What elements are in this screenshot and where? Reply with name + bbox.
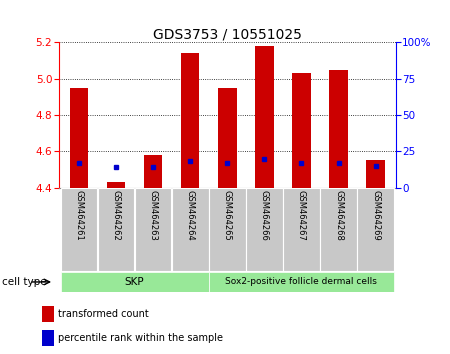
Bar [329, 70, 348, 188]
Text: cell type: cell type [2, 277, 47, 287]
Bar [70, 88, 88, 188]
Text: Sox2-positive follicle dermal cells: Sox2-positive follicle dermal cells [225, 278, 378, 286]
Bar [42, 330, 54, 346]
Text: GSM464266: GSM464266 [260, 190, 269, 241]
Text: transformed count: transformed count [58, 309, 149, 319]
Text: GSM464265: GSM464265 [223, 190, 232, 241]
Text: GSM464261: GSM464261 [74, 190, 83, 241]
Bar [61, 272, 208, 292]
Bar [283, 188, 320, 271]
Text: GSM464268: GSM464268 [334, 190, 343, 241]
Text: GSM464262: GSM464262 [112, 190, 121, 241]
Text: percentile rank within the sample: percentile rank within the sample [58, 332, 223, 343]
Bar [246, 188, 283, 271]
Bar [292, 73, 310, 188]
Bar [98, 188, 135, 271]
Text: GSM464264: GSM464264 [186, 190, 195, 241]
Text: GSM464269: GSM464269 [371, 190, 380, 241]
Text: GSM464263: GSM464263 [148, 190, 157, 241]
Text: GSM464267: GSM464267 [297, 190, 306, 241]
Bar [107, 182, 125, 188]
Title: GDS3753 / 10551025: GDS3753 / 10551025 [153, 27, 302, 41]
Bar [61, 188, 97, 271]
Bar [135, 188, 171, 271]
Bar [255, 46, 274, 188]
Text: SKP: SKP [125, 277, 144, 287]
Bar [144, 155, 162, 188]
Bar [320, 188, 357, 271]
Bar [172, 188, 208, 271]
Bar [209, 272, 394, 292]
Bar [218, 88, 237, 188]
Bar [209, 188, 246, 271]
Bar [357, 188, 394, 271]
Bar [42, 306, 54, 322]
Bar [181, 53, 199, 188]
Bar [366, 160, 385, 188]
